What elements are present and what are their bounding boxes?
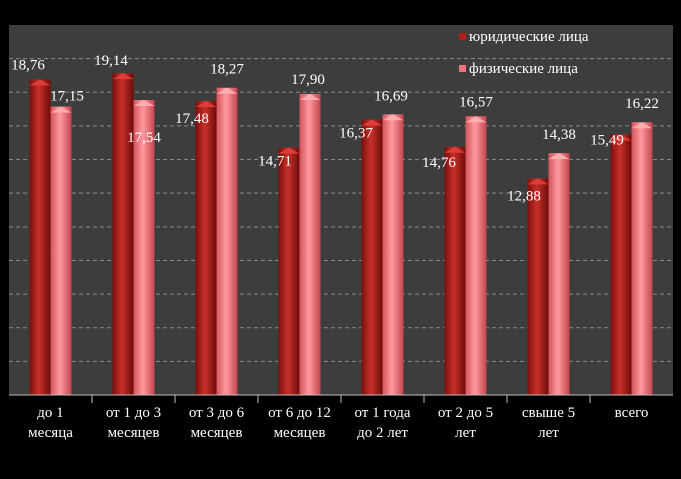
legend-swatch bbox=[459, 65, 466, 72]
bar-cap bbox=[444, 146, 466, 153]
bar-individual bbox=[465, 116, 487, 395]
category-label: месяца bbox=[28, 425, 73, 441]
bar-cap bbox=[382, 114, 404, 121]
category-label: всего bbox=[615, 405, 649, 421]
data-label: 17,48 bbox=[175, 111, 209, 127]
legend-label: юридические лица bbox=[469, 29, 589, 45]
bar-legal bbox=[112, 73, 134, 395]
bar-cap bbox=[133, 100, 155, 107]
bar-legal bbox=[361, 119, 383, 395]
category-ticks: до 1 месяца от 1 до 3 месяцев от 3 до 6 месяц… bbox=[28, 395, 648, 441]
data-label: 18,76 bbox=[11, 57, 45, 73]
bar-cap bbox=[50, 106, 72, 113]
data-label: 14,38 bbox=[542, 127, 576, 143]
category-label: от 6 до 12 bbox=[268, 405, 331, 421]
bar-cap bbox=[527, 178, 549, 185]
category-label: месяцев bbox=[108, 425, 160, 441]
data-label: 17,90 bbox=[291, 72, 325, 88]
bar-legal bbox=[527, 178, 549, 395]
category-label: от 1 до 3 bbox=[106, 405, 161, 421]
bar-individual bbox=[548, 153, 570, 395]
bar-cap bbox=[631, 122, 653, 129]
category-label: до 2 лет bbox=[357, 425, 408, 441]
data-label: 17,54 bbox=[127, 130, 161, 146]
category-label: лет bbox=[538, 425, 559, 441]
data-label: 17,15 bbox=[50, 89, 84, 105]
category-label: лет bbox=[455, 425, 476, 441]
bar-legal bbox=[278, 147, 300, 395]
data-label: 12,88 bbox=[507, 188, 541, 204]
bar-individual bbox=[631, 122, 653, 395]
bar-legal bbox=[610, 134, 632, 395]
bar-cap bbox=[29, 79, 51, 86]
plot-area bbox=[9, 25, 673, 395]
bar-legal bbox=[195, 101, 217, 395]
bar-individual bbox=[299, 93, 321, 396]
data-label: 14,76 bbox=[422, 155, 456, 171]
category-label: свыше 5 bbox=[522, 405, 575, 421]
bar-cap bbox=[112, 73, 134, 80]
bars bbox=[29, 73, 653, 396]
bar-legal bbox=[444, 146, 466, 395]
category-label: от 2 до 5 bbox=[438, 405, 493, 421]
data-labels: 18,76 17,15 19,14 17,54 17,48 18,27 14,71 17,90… bbox=[11, 53, 659, 204]
category-label: от 1 года bbox=[355, 405, 411, 421]
data-label: 19,14 bbox=[94, 53, 128, 69]
data-label: 16,57 bbox=[459, 94, 493, 110]
data-label: 15,49 bbox=[590, 132, 624, 148]
bar-individual bbox=[133, 100, 155, 395]
bar-individual bbox=[216, 87, 238, 396]
bar-chart: 18,76 17,15 19,14 17,54 17,48 18,27 14,71 17,90… bbox=[9, 25, 673, 441]
bar-cap bbox=[299, 93, 321, 100]
bar-cap bbox=[216, 87, 238, 94]
category-label: месяцев bbox=[191, 425, 243, 441]
data-label: 18,27 bbox=[210, 62, 244, 78]
bar-legal bbox=[29, 79, 51, 395]
legend: юридические лица физические лица bbox=[459, 29, 589, 77]
chart-frame: 18,76 17,15 19,14 17,54 17,48 18,27 14,71 17,90… bbox=[9, 9, 673, 471]
bar-cap bbox=[361, 119, 383, 126]
bar-individual bbox=[382, 114, 404, 396]
bar-cap bbox=[195, 101, 217, 108]
bar-individual bbox=[50, 106, 72, 396]
bar-cap bbox=[610, 134, 632, 141]
data-label: 14,71 bbox=[258, 154, 292, 170]
category-label: от 3 до 6 bbox=[189, 405, 245, 421]
legend-swatch bbox=[459, 33, 466, 40]
data-label: 16,69 bbox=[374, 88, 408, 104]
data-label: 16,22 bbox=[625, 96, 659, 112]
bar-cap bbox=[548, 153, 570, 160]
category-label: до 1 bbox=[37, 405, 63, 421]
category-label: месяцев bbox=[274, 425, 326, 441]
bar-cap bbox=[278, 147, 300, 154]
bar-cap bbox=[465, 116, 487, 123]
data-label: 16,37 bbox=[339, 126, 373, 142]
legend-label: физические лица bbox=[469, 61, 578, 77]
